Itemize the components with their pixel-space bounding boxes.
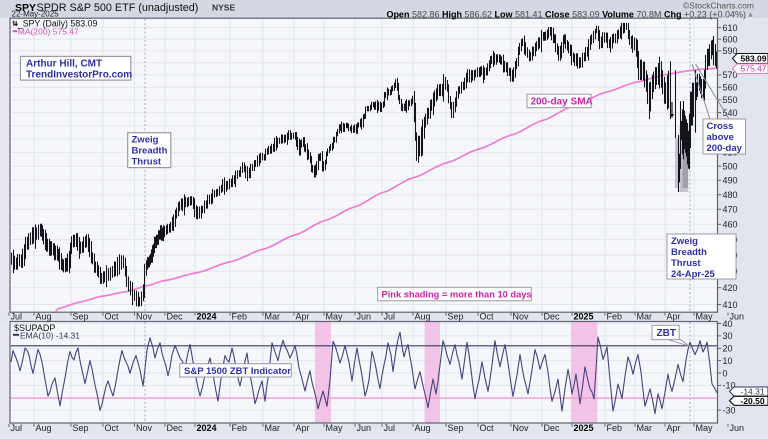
svg-text:-14.31: -14.31 <box>741 387 765 397</box>
svg-text:Jun: Jun <box>730 312 745 322</box>
svg-text:-30: -30 <box>723 405 736 415</box>
svg-text:420: 420 <box>723 283 738 293</box>
svg-text:590: 590 <box>723 46 738 56</box>
svg-text:-10: -10 <box>723 381 736 391</box>
svg-text:MA(200) 575.47: MA(200) 575.47 <box>18 26 79 36</box>
svg-text:Oct: Oct <box>105 312 120 322</box>
svg-text:ZBT: ZBT <box>657 328 676 339</box>
svg-text:EMA(10) -14.31: EMA(10) -14.31 <box>20 330 80 340</box>
svg-text:Mar: Mar <box>265 312 281 322</box>
svg-text:460: 460 <box>723 220 738 230</box>
svg-text:Zweig: Zweig <box>132 135 159 146</box>
svg-text:May: May <box>326 312 344 322</box>
svg-text:Jun: Jun <box>730 423 745 433</box>
svg-text:Breadth: Breadth <box>671 247 707 258</box>
svg-text:Aug: Aug <box>36 423 52 433</box>
svg-text:Oct: Oct <box>480 423 495 433</box>
svg-text:_SPY (Daily) 583.09: _SPY (Daily) 583.09 <box>17 18 98 28</box>
svg-text:10: 10 <box>723 356 733 366</box>
svg-text:above: above <box>707 132 734 143</box>
svg-text:2025: 2025 <box>574 423 594 433</box>
svg-text:Zweig: Zweig <box>671 236 698 247</box>
svg-text:560: 560 <box>723 83 738 93</box>
svg-text:©StockCharts.com: ©StockCharts.com <box>683 1 754 11</box>
svg-text:500: 500 <box>723 162 738 172</box>
svg-text:575.47: 575.47 <box>741 64 767 74</box>
svg-text:Dec: Dec <box>167 423 184 433</box>
svg-text:Feb: Feb <box>607 312 623 322</box>
svg-text:540: 540 <box>723 108 738 118</box>
svg-text:Oct: Oct <box>480 312 495 322</box>
svg-text:570: 570 <box>723 70 738 80</box>
svg-text:$SUPADP: $SUPADP <box>14 323 55 333</box>
svg-text:583.09: 583.09 <box>741 54 767 64</box>
svg-text:Thrust: Thrust <box>132 157 162 168</box>
svg-text:Nov: Nov <box>136 312 153 322</box>
svg-text:Jul: Jul <box>11 423 23 433</box>
svg-text:470: 470 <box>723 205 738 215</box>
svg-text:Nov: Nov <box>513 312 530 322</box>
svg-text:Mar: Mar <box>265 423 281 433</box>
svg-text:Cross: Cross <box>707 121 734 132</box>
svg-text:Sep: Sep <box>73 312 89 322</box>
svg-text:Apr: Apr <box>667 423 681 433</box>
svg-text:Apr: Apr <box>296 312 310 322</box>
svg-text:Dec: Dec <box>544 312 561 322</box>
svg-text:May: May <box>696 423 714 433</box>
svg-text:Dec: Dec <box>544 423 561 433</box>
svg-text:30: 30 <box>723 331 733 341</box>
svg-text:Aug: Aug <box>415 312 431 322</box>
svg-text:410: 410 <box>723 300 738 310</box>
svg-text:TrendInvestorPro.com: TrendInvestorPro.com <box>26 70 132 81</box>
svg-text:May: May <box>696 312 714 322</box>
svg-text:-20.50: -20.50 <box>741 396 765 406</box>
svg-text:Jun: Jun <box>357 423 372 433</box>
svg-text:SPY: SPY <box>15 2 36 14</box>
svg-text:NYSE: NYSE <box>212 2 235 12</box>
svg-text:Jul: Jul <box>384 423 396 433</box>
svg-text:Apr: Apr <box>296 423 310 433</box>
svg-text:200-day: 200-day <box>707 143 743 154</box>
svg-text:Nov: Nov <box>513 423 530 433</box>
svg-text:S&P 1500 ZBT Indicator: S&P 1500 ZBT Indicator <box>184 366 291 377</box>
svg-text:Jul: Jul <box>384 312 396 322</box>
svg-text:Oct: Oct <box>105 423 120 433</box>
svg-text:480: 480 <box>723 190 738 200</box>
svg-text:0: 0 <box>723 368 728 378</box>
svg-text:Sep: Sep <box>448 312 464 322</box>
svg-text:Mar: Mar <box>637 423 653 433</box>
svg-text:600: 600 <box>723 34 738 44</box>
svg-text:SPDR S&P 500 ETF (unadjusted): SPDR S&P 500 ETF (unadjusted) <box>37 2 199 14</box>
svg-text:Apr: Apr <box>667 312 681 322</box>
svg-text:2024: 2024 <box>197 423 217 433</box>
svg-text:2025: 2025 <box>574 312 594 322</box>
svg-text:Nov: Nov <box>136 423 153 433</box>
svg-text:550: 550 <box>723 95 738 105</box>
svg-text:Aug: Aug <box>36 312 52 322</box>
svg-text:2024: 2024 <box>197 312 217 322</box>
svg-text:Thrust: Thrust <box>671 258 701 269</box>
svg-text:May: May <box>326 423 344 433</box>
svg-text:Jun: Jun <box>357 312 372 322</box>
svg-text:Arthur Hill, CMT: Arthur Hill, CMT <box>26 59 102 70</box>
svg-text:490: 490 <box>723 176 738 186</box>
svg-text:Feb: Feb <box>232 423 248 433</box>
svg-text:Open 582.86 High 586.62 Low 58: Open 582.86 High 586.62 Low 581.41 Close… <box>386 10 746 20</box>
svg-text:Mar: Mar <box>637 312 653 322</box>
svg-text:Sep: Sep <box>448 423 464 433</box>
svg-text:40: 40 <box>723 319 733 329</box>
svg-text:Pink shading = more than 10 da: Pink shading = more than 10 days <box>382 290 532 300</box>
svg-text:Feb: Feb <box>232 312 248 322</box>
svg-text:Dec: Dec <box>167 312 184 322</box>
svg-text:Sep: Sep <box>73 423 89 433</box>
svg-text:20: 20 <box>723 344 733 354</box>
svg-text:610: 610 <box>723 23 738 33</box>
svg-text:Aug: Aug <box>415 423 431 433</box>
svg-text:Breadth: Breadth <box>132 146 168 157</box>
svg-text:Feb: Feb <box>607 423 623 433</box>
svg-text:Jul: Jul <box>11 312 23 322</box>
svg-text:22-May-2025: 22-May-2025 <box>12 10 60 19</box>
svg-text:200-day SMA: 200-day SMA <box>531 97 593 108</box>
svg-text:24-Apr-25: 24-Apr-25 <box>671 269 716 280</box>
